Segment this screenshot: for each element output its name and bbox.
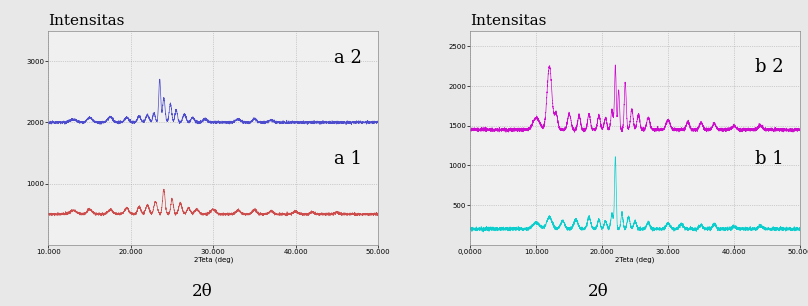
- Text: Intensitas: Intensitas: [48, 14, 125, 28]
- X-axis label: 2Teta (deg): 2Teta (deg): [616, 256, 654, 263]
- X-axis label: 2Teta (deg): 2Teta (deg): [194, 256, 233, 263]
- Text: Intensitas: Intensitas: [470, 14, 547, 28]
- Text: b 2: b 2: [755, 58, 784, 76]
- Text: a 2: a 2: [334, 50, 361, 67]
- Text: 2θ: 2θ: [191, 283, 213, 300]
- Text: 2θ: 2θ: [587, 283, 608, 300]
- Text: b 1: b 1: [755, 150, 784, 168]
- Text: a 1: a 1: [334, 150, 361, 168]
